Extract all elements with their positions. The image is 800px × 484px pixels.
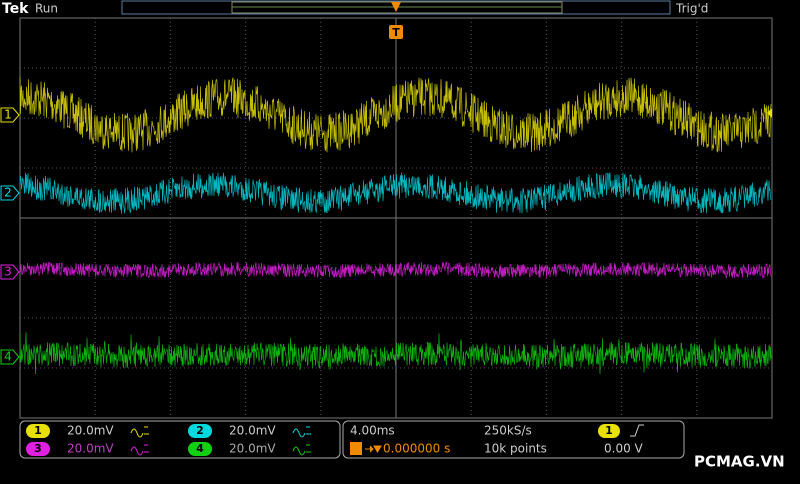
channel-number: 1 [34,424,42,437]
bandwidth-icon [130,444,149,456]
trigger-slope-icon [630,424,644,437]
delay: 0.000000 s [383,442,450,456]
channel-marker [0,349,20,365]
channel-marker-label: 1 [4,108,12,122]
channel-scale: 20.0mV [229,442,276,456]
trace [19,172,772,214]
trigger-position-arrow [391,2,401,12]
channel-scale: 20.0mV [229,424,276,438]
trigger-source: 1 [605,424,613,437]
channel-badge [26,424,50,438]
record-length: 10k points [484,442,547,456]
trigger-level: 0.00 V [604,442,644,456]
bandwidth-icon [292,444,311,456]
trigger-level-arrow [767,108,772,118]
delay-arrow [365,445,382,453]
channel-badge [26,442,50,456]
watermark: PCMAG.VN [694,453,785,471]
traces [19,77,772,375]
channel-number: 4 [196,442,204,455]
brand: Tek [2,1,29,17]
trigger-status: Trig'd [675,2,708,16]
record-bar [121,0,671,15]
channel-panel [19,420,341,459]
channel-badge [188,424,212,438]
channel-number: 3 [34,442,42,455]
trigger-marker [389,25,403,39]
trace [20,261,772,279]
trigger-marker-label: T [392,26,400,39]
bandwidth-icon [130,426,149,438]
channel-settings: 1 20.0mV 2 20.0mV 3 20.0mV 4 20.0mV [26,424,311,456]
time-scale: 4.00ms [350,424,395,438]
channel-marker [0,107,20,123]
run-status: Run [35,2,58,16]
channel-marker-label: 3 [4,265,12,279]
channel-markers: 1 2 3 4 [0,107,20,365]
sample-rate: 250kS/s [484,424,532,438]
trigger-source-badge [598,424,620,438]
trace [19,77,772,153]
channel-badge [188,442,212,456]
timebase-panel [342,420,685,459]
trace [19,332,772,375]
channel-scale: 20.0mV [67,424,114,438]
channel-scale: 20.0mV [67,442,114,456]
channel-marker-label: 2 [4,186,12,200]
channel-number: 2 [196,424,204,437]
channel-marker [0,185,20,201]
graticule-border [19,17,773,419]
delay-icon [350,442,362,455]
bandwidth-icon [292,426,311,438]
channel-marker [0,264,20,280]
channel-marker-label: 4 [4,350,12,364]
